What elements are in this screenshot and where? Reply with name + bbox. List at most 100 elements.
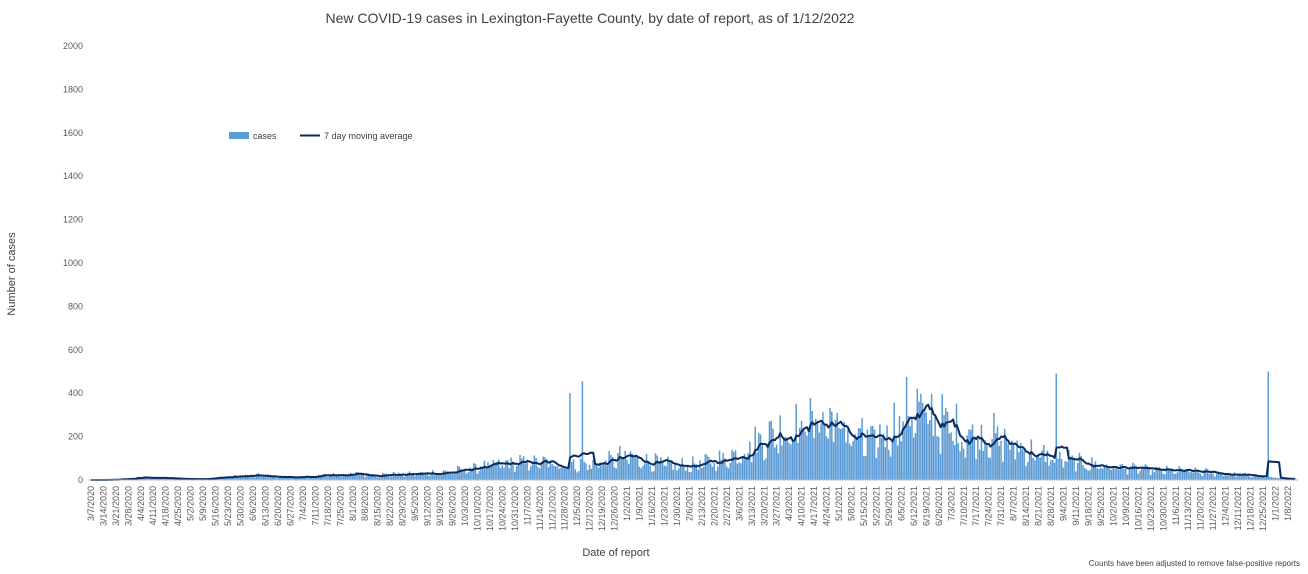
case-bar xyxy=(392,472,395,480)
case-bar xyxy=(497,459,500,480)
case-bar xyxy=(583,461,585,480)
case-bar xyxy=(863,455,865,480)
case-bar xyxy=(665,465,667,480)
case-bar xyxy=(1037,456,1040,480)
case-bar xyxy=(991,439,993,480)
case-bar xyxy=(401,473,404,480)
case-bar xyxy=(950,432,952,480)
x-axis-label: Date of report xyxy=(582,547,649,559)
case-bar xyxy=(300,476,302,480)
case-bar xyxy=(1279,478,1282,480)
case-bar xyxy=(1247,474,1250,480)
case-bar xyxy=(994,433,997,480)
case-bar xyxy=(977,439,979,480)
case-bar xyxy=(1153,472,1155,480)
case-bar xyxy=(358,474,361,480)
x-tick-label: 6/6/2020 xyxy=(248,486,258,521)
case-bar xyxy=(301,477,304,480)
case-bar xyxy=(952,440,954,480)
case-bar xyxy=(496,461,498,480)
case-bar xyxy=(743,453,746,480)
case-bar xyxy=(148,477,151,480)
case-bar xyxy=(1158,467,1161,480)
x-tick-label: 1/30/2021 xyxy=(672,486,682,526)
case-bar xyxy=(875,457,878,480)
case-bar xyxy=(754,426,756,480)
case-bar xyxy=(373,475,375,480)
case-bar xyxy=(724,458,726,480)
case-bar xyxy=(904,425,906,480)
x-tick-label: 5/1/2021 xyxy=(834,486,844,521)
case-bar xyxy=(1105,464,1107,480)
case-bar xyxy=(918,401,920,480)
case-bar xyxy=(432,470,434,480)
case-bar xyxy=(259,475,261,480)
case-bar xyxy=(1021,448,1024,480)
case-bar xyxy=(900,441,903,480)
case-bar xyxy=(661,461,664,480)
legend: cases 7 day moving average xyxy=(229,131,413,141)
case-bar xyxy=(1283,478,1286,480)
case-bar xyxy=(1230,474,1232,480)
case-bar xyxy=(449,473,452,480)
x-tick-label: 8/29/2020 xyxy=(398,486,408,526)
case-bar xyxy=(813,437,815,480)
case-bar xyxy=(1233,472,1236,480)
case-bar xyxy=(1246,474,1248,480)
case-bar xyxy=(1071,455,1074,480)
case-bar xyxy=(1089,470,1091,480)
case-bar xyxy=(959,451,961,480)
case-bar xyxy=(261,476,263,480)
case-bar xyxy=(1256,476,1259,480)
case-bar xyxy=(424,472,427,480)
x-tick-label: 8/14/2021 xyxy=(1021,486,1031,526)
case-bar xyxy=(1039,457,1041,480)
case-bar xyxy=(1219,472,1221,480)
case-bar xyxy=(686,464,689,480)
case-bar xyxy=(782,437,785,480)
case-bar xyxy=(515,466,518,480)
x-tick-label: 10/10/2020 xyxy=(472,486,482,531)
x-tick-label: 9/26/2020 xyxy=(448,486,458,526)
case-bar xyxy=(435,474,438,480)
case-bar xyxy=(718,450,721,480)
x-tick-label: 12/11/2021 xyxy=(1233,486,1243,530)
case-bar xyxy=(617,452,619,480)
x-tick-label: 4/17/2021 xyxy=(809,486,819,526)
case-bar xyxy=(886,425,888,480)
case-bar xyxy=(585,463,587,480)
case-bar xyxy=(1139,470,1141,480)
case-bar xyxy=(939,453,942,480)
case-bar xyxy=(638,466,641,480)
case-bar xyxy=(526,462,528,480)
case-bar xyxy=(410,475,413,480)
case-bar xyxy=(1226,475,1229,480)
case-bar xyxy=(164,478,167,480)
case-bar xyxy=(1237,475,1239,480)
case-bar xyxy=(355,472,357,480)
case-bar xyxy=(476,473,479,480)
case-bar xyxy=(1214,476,1216,480)
case-bar xyxy=(615,468,618,480)
case-bar xyxy=(350,472,352,480)
x-tick-label: 12/4/2021 xyxy=(1221,486,1231,526)
x-tick-label: 8/15/2020 xyxy=(373,486,383,526)
case-bar xyxy=(913,437,915,480)
case-bar xyxy=(1030,439,1033,480)
case-bar xyxy=(622,457,625,480)
case-bar xyxy=(293,478,295,480)
case-bar xyxy=(1263,478,1266,480)
case-bar xyxy=(1044,462,1047,480)
x-tick-label: 10/31/2020 xyxy=(510,486,520,531)
case-bar xyxy=(540,463,543,480)
y-tick-label: 1400 xyxy=(63,171,83,181)
case-bar xyxy=(287,476,290,480)
case-bar xyxy=(335,475,338,480)
case-bar xyxy=(269,475,272,480)
case-bar xyxy=(603,463,605,480)
case-bar xyxy=(530,466,532,480)
case-bar xyxy=(578,470,580,480)
case-bar xyxy=(1235,476,1237,480)
case-bar xyxy=(1242,473,1245,480)
case-bar xyxy=(478,471,480,480)
